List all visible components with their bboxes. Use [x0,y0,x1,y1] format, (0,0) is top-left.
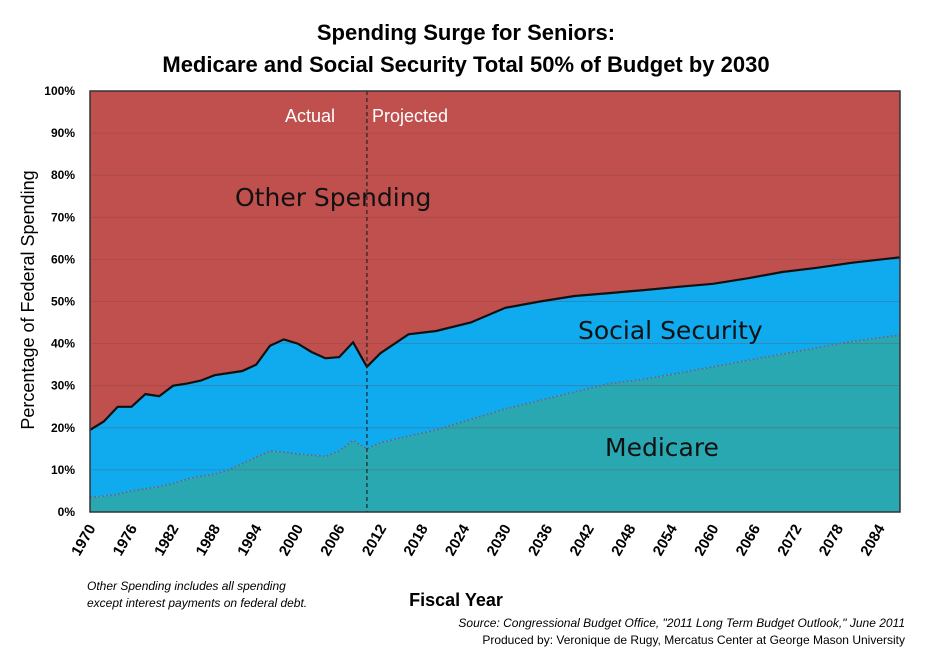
x-tick-label: 1970 [68,522,99,559]
y-tick-label: 70% [51,210,75,224]
y-tick-label: 30% [51,379,75,393]
x-tick-label: 2084 [857,521,889,559]
x-tick-label: 2048 [608,522,639,559]
y-tick-label: 60% [51,252,75,266]
y-tick-label: 10% [51,463,75,477]
x-tick-label: 2078 [816,522,847,559]
x-tick-label: 2012 [359,522,390,559]
plot-frame [89,90,901,513]
x-tick-label: 2054 [650,521,682,559]
x-tick-label: 1976 [110,522,141,559]
x-tick-label: 2018 [400,522,431,559]
x-axis-label: Fiscal Year [409,590,503,610]
chart-subtitle: Medicare and Social Security Total 50% o… [162,52,769,77]
y-tick-label: 50% [51,295,75,309]
x-tick-label: 1994 [234,521,266,559]
y-tick-label: 90% [51,126,75,140]
series-lines [89,91,901,512]
y-tick-label: 0% [58,505,76,519]
x-tick-labels: 1970 1976 1982 1988 1994 2000 2006 2012 2018 2024… [68,521,889,559]
plot-border [89,90,901,513]
gridlines [90,132,900,471]
series-label-medicare: Medicare [605,433,719,462]
x-tick-label: 2042 [567,522,598,559]
source-note: Source: Congressional Budget Office, "20… [458,616,905,630]
x-tick-label: 1988 [193,522,224,559]
plot-areas [90,91,900,512]
x-tick-label: 2000 [276,522,307,559]
x-tick-label: 2066 [733,522,764,559]
y-axis-label: Percentage of Federal Spending [18,170,38,429]
area-social-security [90,257,900,498]
produced-by-note: Produced by: Veronique de Rugy, Mercatus… [482,633,905,647]
chart-title: Spending Surge for Seniors: [317,20,615,45]
y-tick-label: 100% [44,84,75,98]
x-tick-label: 1982 [151,522,182,559]
area-medicare [90,335,900,512]
area-other-spending [90,91,900,430]
footnote-line-1: Other Spending includes all spending [87,579,286,593]
x-tick-label: 2060 [691,522,722,559]
x-tick-label: 2072 [774,522,805,559]
x-tick-label: 2006 [317,522,348,559]
y-tick-label: 80% [51,168,75,182]
period-label-projected: Projected [372,106,448,126]
series-label-social-security: Social Security [578,316,763,345]
period-label-actual: Actual [285,106,335,126]
x-tick-label: 2036 [525,522,556,559]
footnote-line-2: except interest payments on federal debt… [87,596,307,610]
y-tick-label: 40% [51,337,75,351]
y-tick-label: 20% [51,421,75,435]
line-medicare-top [89,334,901,499]
x-tick-label: 2024 [442,521,474,559]
y-tick-labels: 0% 10% 20% 30% 40% 50% 60% 70% 80% 90% 100% [44,84,75,519]
x-tick-label: 2030 [483,522,514,559]
line-social-security-top [89,256,901,431]
series-label-other-spending: Other Spending [235,183,431,212]
